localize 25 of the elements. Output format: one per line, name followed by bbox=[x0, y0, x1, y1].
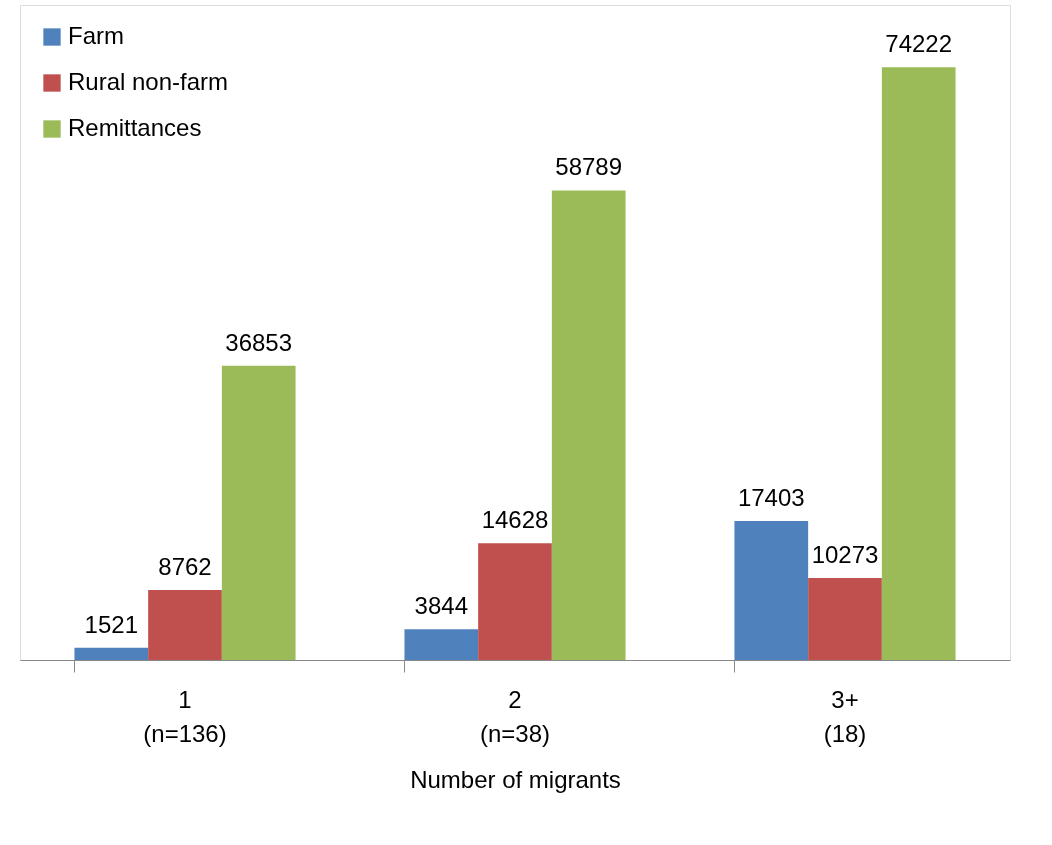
bar bbox=[808, 577, 882, 660]
bar bbox=[734, 520, 809, 660]
data-label: 1521 bbox=[84, 610, 138, 638]
data-label: 14628 bbox=[481, 506, 549, 534]
legend-label: Farm bbox=[68, 22, 124, 49]
x-tick-label: 2 (n=38) bbox=[479, 685, 551, 747]
bar bbox=[221, 365, 296, 660]
legend-label: Rural non-farm bbox=[68, 68, 229, 95]
data-label: 3844 bbox=[414, 592, 468, 620]
legend-label: Remittances bbox=[68, 114, 202, 141]
bar bbox=[404, 629, 479, 660]
x-axis-title: Number of migrants bbox=[410, 765, 621, 793]
data-label: 58789 bbox=[555, 153, 623, 181]
bar bbox=[74, 647, 149, 660]
data-label: 8762 bbox=[158, 553, 212, 581]
data-label: 36853 bbox=[225, 328, 293, 356]
bar bbox=[551, 190, 626, 660]
bar bbox=[148, 590, 222, 660]
data-label: 10273 bbox=[811, 540, 879, 568]
data-label: 74222 bbox=[885, 30, 953, 58]
bar bbox=[478, 543, 552, 660]
data-label: 17403 bbox=[737, 483, 805, 511]
bar bbox=[881, 67, 956, 660]
x-tick-label: 3+ (18) bbox=[823, 685, 867, 747]
x-tick-label: 1 (n=136) bbox=[143, 685, 227, 747]
